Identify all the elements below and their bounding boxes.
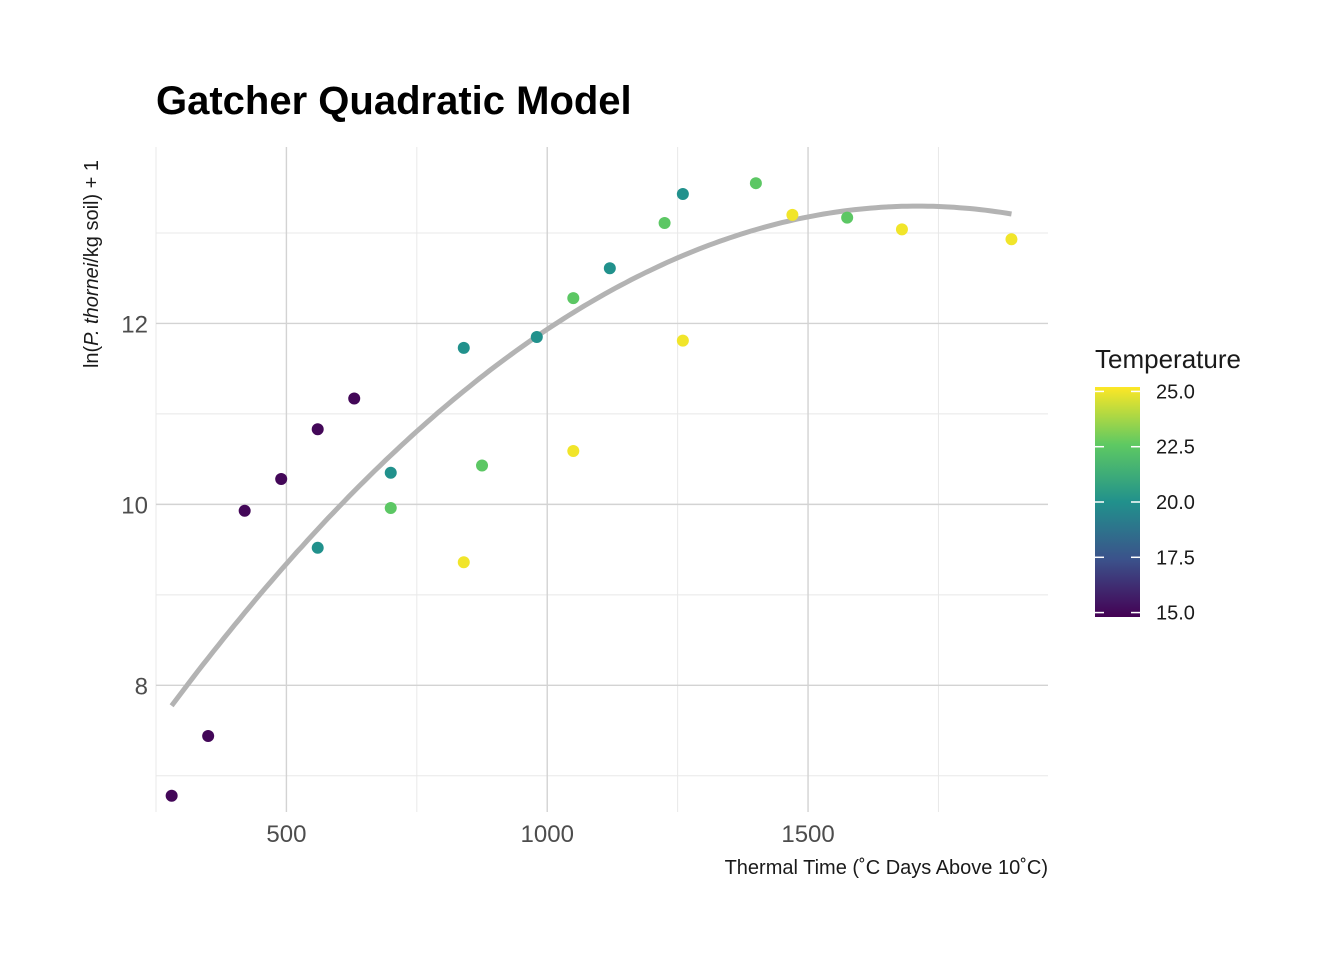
y-tick-labels: 8 10 12 (121, 311, 148, 700)
legend-tick-label: 22.5 (1156, 437, 1195, 459)
data-point (348, 392, 361, 405)
x-tick-label: 1000 (521, 821, 574, 848)
legend-tick-label: 20.0 (1156, 492, 1195, 514)
chart-title: Gatcher Quadratic Model (156, 79, 632, 123)
legend: Temperature 15.0 17.5 20.0 22.5 25.0 (1095, 344, 1241, 625)
data-point (1005, 233, 1018, 246)
data-point (202, 730, 215, 742)
fit-curve (169, 203, 1012, 708)
x-tick-label: 1500 (781, 821, 834, 848)
data-point (311, 423, 324, 436)
data-point (603, 262, 616, 275)
x-tick-labels: 500 1000 1500 (266, 821, 834, 848)
data-point (567, 292, 580, 305)
y-axis-title-species: P. thornei (81, 262, 103, 346)
data-point (749, 177, 762, 190)
x-tick-label: 500 (266, 821, 306, 848)
data-points (165, 177, 1018, 802)
data-point (658, 217, 671, 229)
x-axis-title: Thermal Time (˚C Days Above 10˚C) (725, 857, 1048, 879)
data-point (384, 466, 397, 479)
y-tick-label: 8 (135, 673, 148, 700)
data-point (895, 223, 908, 236)
legend-tick-label: 25.0 (1156, 381, 1195, 403)
data-point (165, 789, 178, 802)
data-point (238, 504, 251, 517)
data-point (676, 188, 689, 201)
y-axis-title: ln(P. thornei/kg soil) + 1 (81, 160, 103, 368)
legend-tick-label: 15.0 (1156, 603, 1195, 625)
grid (155, 147, 1048, 812)
data-point (275, 473, 288, 486)
legend-title: Temperature (1095, 344, 1241, 374)
legend-ticks: 15.0 17.5 20.0 22.5 25.0 (1095, 381, 1195, 625)
y-tick-label: 12 (121, 311, 148, 338)
y-axis-title-suffix: /kg soil) + 1 (81, 160, 103, 263)
data-point (676, 334, 689, 347)
data-point (457, 556, 470, 569)
y-axis-title-prefix: ln( (81, 345, 103, 368)
data-point (567, 445, 580, 457)
data-point (786, 208, 799, 221)
data-point (457, 341, 470, 354)
data-point (476, 459, 489, 472)
data-point (384, 502, 397, 514)
data-point (530, 331, 543, 343)
y-tick-label: 10 (121, 492, 148, 519)
data-point (311, 541, 324, 554)
data-point (841, 211, 854, 224)
legend-tick-label: 17.5 (1156, 547, 1195, 569)
